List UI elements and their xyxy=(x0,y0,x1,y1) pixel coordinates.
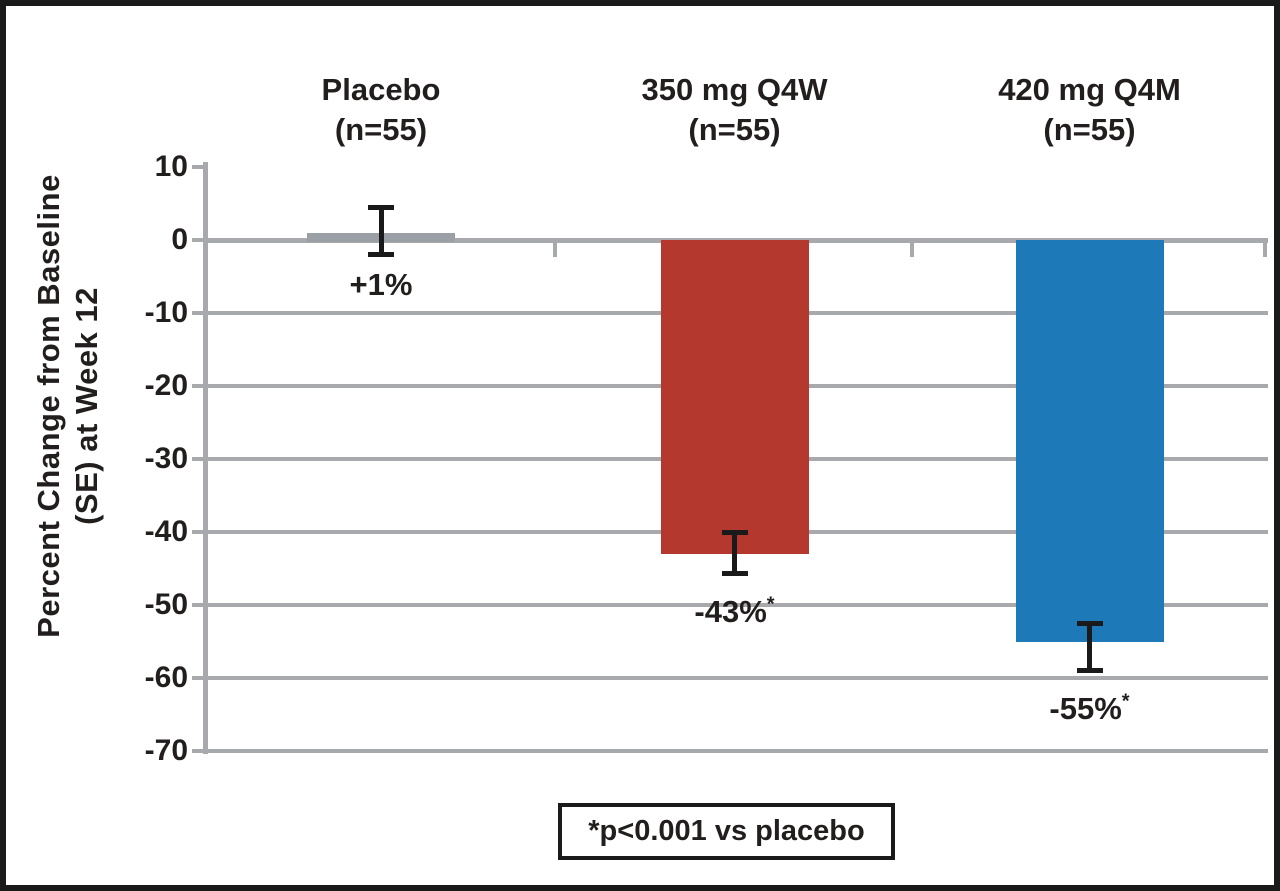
gridline xyxy=(206,603,1268,607)
column-header: Placebo (n=55) xyxy=(191,70,571,150)
y-tick-label: -70 xyxy=(144,734,188,767)
bar-420-mg-q4m xyxy=(1015,240,1164,642)
y-tick-label: -60 xyxy=(144,661,188,694)
plot-area: 10 0 -10 -20 -30 -40 -50 -60 -70 +1% -43%* -55%* xyxy=(6,6,1274,885)
y-tick-label: 10 xyxy=(154,150,188,183)
bar-value-label: +1% xyxy=(349,266,413,302)
y-axis-tick xyxy=(192,676,206,680)
y-tick-label: -30 xyxy=(144,442,188,475)
error-bar xyxy=(732,532,737,574)
column-header: 420 mg Q4M (n=55) xyxy=(900,70,1275,150)
y-tick-label: -10 xyxy=(144,296,188,329)
footnote-text: *p<0.001 vs placebo xyxy=(588,815,865,847)
x-axis-tick xyxy=(910,242,914,257)
y-axis-tick xyxy=(192,238,206,242)
error-bar-cap-bottom xyxy=(1076,667,1103,673)
error-bar-cap-top xyxy=(1076,621,1103,627)
y-axis-tick xyxy=(192,165,206,169)
column-header-group: Placebo xyxy=(321,72,441,107)
column-header-n: (n=55) xyxy=(688,112,781,147)
x-axis-tick xyxy=(553,242,557,257)
y-axis-tick xyxy=(192,603,206,607)
significance-marker: * xyxy=(1121,690,1130,713)
error-bar xyxy=(378,207,384,255)
column-header-group: 350 mg Q4W xyxy=(641,72,828,107)
footnote-box: *p<0.001 vs placebo xyxy=(558,803,895,860)
column-headers: Placebo (n=55) 350 mg Q4W (n=55) 420 mg Q4M (… xyxy=(6,6,1274,885)
column-header: 350 mg Q4W (n=55) xyxy=(545,70,925,150)
column-header-n: (n=55) xyxy=(334,112,428,147)
y-axis-line xyxy=(203,162,208,754)
x-axis-tick xyxy=(1263,242,1267,257)
y-axis-tick xyxy=(192,457,206,461)
y-axis-tick xyxy=(192,311,206,315)
column-header-group: 420 mg Q4M xyxy=(998,72,1181,107)
bar-value-label: -43%* xyxy=(694,593,775,629)
significance-marker: * xyxy=(766,593,775,616)
gridline xyxy=(206,749,1268,753)
bar-350-mg-q4w xyxy=(660,240,809,554)
error-bar-cap-bottom xyxy=(368,251,394,257)
y-tick-label: -20 xyxy=(144,369,188,402)
y-tick-label: -40 xyxy=(144,515,188,548)
column-header-n: (n=55) xyxy=(1043,112,1136,147)
gridline xyxy=(206,676,1268,680)
y-axis-tick xyxy=(192,384,206,388)
y-tick-label: 0 xyxy=(171,223,188,256)
bar-value-label: -55%* xyxy=(1049,690,1130,726)
y-axis-tick xyxy=(192,749,206,753)
y-tick-label: -50 xyxy=(144,588,188,621)
error-bar-cap-top xyxy=(721,530,748,535)
error-bar-cap-bottom xyxy=(721,570,748,576)
error-bar-cap-top xyxy=(368,205,394,211)
error-bar xyxy=(1087,623,1092,671)
y-axis-tick xyxy=(192,530,206,534)
